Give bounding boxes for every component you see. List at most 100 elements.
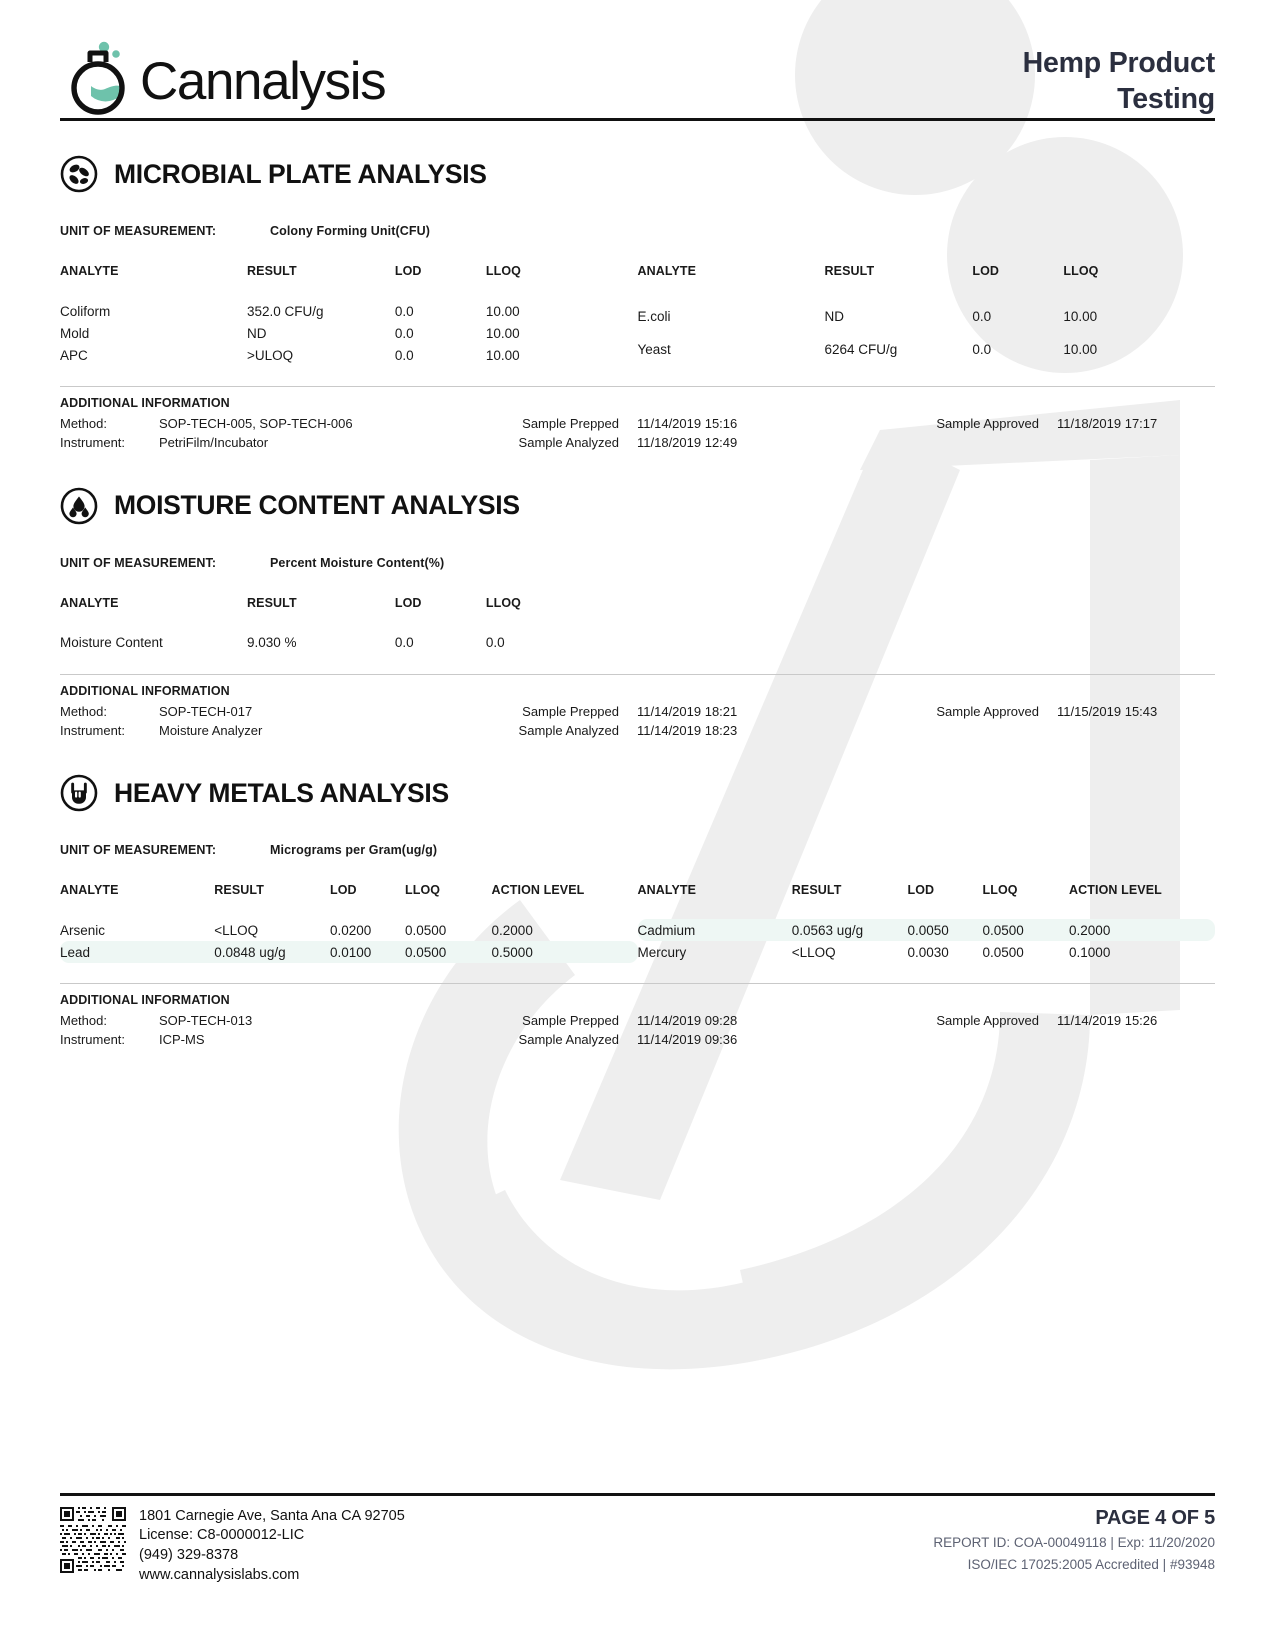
column-header: LLOQ <box>1063 264 1099 278</box>
analyte-name: Lead <box>60 941 215 964</box>
method-value: SOP-TECH-017 <box>159 703 253 719</box>
brand-name: Cannalysis <box>140 51 387 111</box>
analyte-name: Mercury <box>637 944 687 960</box>
header-divider <box>60 118 1215 121</box>
analyte-name: Arsenic <box>60 922 106 938</box>
unit-of-measurement-value: Colony Forming Unit(CFU) <box>270 224 431 238</box>
lloq-value: 10.00 <box>1063 342 1098 357</box>
analyte-name: APC <box>60 347 88 363</box>
column-header: ANALYTE <box>60 883 119 898</box>
sample-approved-value: 11/18/2019 17:17 <box>1057 416 1158 431</box>
instrument-label: Instrument: <box>60 722 126 738</box>
additional-information-row: Method: SOP-TECH-005, SOP-TECH-006 Sample … <box>60 415 1215 434</box>
lod-value: 0.0 <box>394 635 414 651</box>
result-value: 0.0848 ug/g <box>214 941 330 964</box>
lloq-value: 10.00 <box>485 303 520 319</box>
microbe-icon <box>60 155 98 193</box>
page-number: PAGE 4 OF 5 <box>1095 1506 1215 1529</box>
table-header-row: ANALYTE RESULT LOD LLOQ ACTION LEVEL <box>60 883 638 919</box>
spacer <box>859 434 1039 453</box>
column-header: LLOQ <box>485 595 521 610</box>
column-header <box>972 596 1063 618</box>
right-analyte-table: ANALYTE RESULT LOD LLOQ E.coli ND 0.0 10.00 Yeas… <box>638 264 1216 366</box>
footer-website[interactable]: www.cannalysislabs.com <box>139 1567 300 1584</box>
table-row: Arsenic <LLOQ 0.0200 0.0500 0.2000 <box>60 919 638 941</box>
result-value: >ULOQ <box>247 347 294 363</box>
spacer <box>859 722 1039 741</box>
additional-information-title: ADDITIONAL INFORMATION <box>60 683 230 698</box>
table-row: Yeast 6264 CFU/g 0.0 10.00 <box>638 333 1216 366</box>
analysis-section: MICROBIAL PLATE ANALYSIS UNIT OF MEASUREM… <box>60 155 1215 453</box>
additional-information-row: Instrument: Moisture Analyzer Sample Analy… <box>60 722 1215 741</box>
page-footer: 1801 Carnegie Ave, Santa Ana CA 92705 Li… <box>60 1492 1215 1586</box>
section-header: MICROBIAL PLATE ANALYSIS <box>60 155 1215 193</box>
sample-prepped-value: 11/14/2019 15:16 <box>637 416 738 431</box>
result-value: <LLOQ <box>791 944 836 960</box>
page-title-line2: Testing <box>1117 82 1215 115</box>
result-value: 0.0563 ug/g <box>791 919 908 942</box>
table-row: Moisture Content 9.030 % 0.0 0.0 <box>60 632 638 654</box>
instrument-value: ICP-MS <box>159 1032 205 1048</box>
additional-information: ADDITIONAL INFORMATION Method: SOP-TECH-01… <box>60 673 1215 741</box>
additional-information-grid: Method: SOP-TECH-005, SOP-TECH-006 Sample … <box>60 415 1215 453</box>
left-analyte-table: ANALYTE RESULT LOD LLOQ Coliform 352.0 CFU/g 0… <box>60 264 638 366</box>
instrument-value: PetriFilm/Incubator <box>159 434 269 450</box>
column-header: LOD <box>394 264 422 278</box>
section-title: MICROBIAL PLATE ANALYSIS <box>114 158 487 189</box>
column-header: LLOQ <box>982 883 1018 898</box>
lod-value: 0.0200 <box>329 922 372 938</box>
sample-prepped-label: Sample Prepped <box>522 416 619 431</box>
column-header: RESULT <box>247 264 297 278</box>
lod-value: 0.0 <box>394 325 414 341</box>
method-value: SOP-TECH-005, SOP-TECH-006 <box>159 416 353 431</box>
analyte-tables: ANALYTE RESULT LOD LLOQ ACTION LEVEL Arsenic <… <box>60 883 1216 964</box>
table-row: Lead 0.0848 ug/g 0.0100 0.0500 0.5000 <box>60 941 638 964</box>
column-header: ANALYTE <box>60 264 119 278</box>
sample-analyzed-value: 11/14/2019 18:23 <box>637 722 738 738</box>
column-header <box>638 596 825 618</box>
analysis-section: HEAVY METALS ANALYSIS UNIT OF MEASUREMENT… <box>60 774 1215 1050</box>
method-label: Method: <box>60 703 107 719</box>
water-drop-icon <box>60 487 98 524</box>
right-analyte-table <box>638 596 1216 654</box>
analyte-name: Mold <box>60 325 90 341</box>
report-meta: REPORT ID: COA-00049118 | Exp: 11/20/202… <box>933 1534 1215 1550</box>
table-row: Mercury <LLOQ 0.0030 0.0500 0.1000 <box>638 941 1216 963</box>
column-header: LOD <box>329 883 357 898</box>
result-value: 9.030 % <box>247 635 297 651</box>
instrument-label: Instrument: <box>60 434 126 450</box>
instrument-label: Instrument: <box>60 1032 126 1048</box>
column-header: LOD <box>394 595 422 610</box>
spacer <box>1039 722 1057 741</box>
spacer <box>1039 1031 1057 1050</box>
lloq-value: 0.0500 <box>405 941 492 964</box>
additional-information-row: Instrument: PetriFilm/Incubator Sample Ana… <box>60 434 1215 453</box>
sample-prepped-label: Sample Prepped <box>522 1013 619 1029</box>
lod-value: 0.0100 <box>329 941 406 964</box>
accreditation-meta: ISO/IEC 17025:2005 Accredited | #93948 <box>967 1557 1215 1573</box>
sample-prepped-value: 11/14/2019 18:21 <box>637 703 738 719</box>
lod-value: 0.0 <box>394 303 414 319</box>
table-row: APC >ULOQ 0.0 10.00 <box>60 344 638 366</box>
column-header: LOD <box>972 264 1000 278</box>
action-level-value: 0.5000 <box>491 941 638 964</box>
rock-hand-icon <box>60 775 98 812</box>
column-header <box>825 596 973 618</box>
lod-value: 0.0 <box>972 342 992 357</box>
column-header: RESULT <box>824 264 875 278</box>
page-title: Hemp Product Testing <box>1023 38 1216 118</box>
unit-of-measurement-label: UNIT OF MEASUREMENT: <box>60 224 217 238</box>
footer-address: 1801 Carnegie Ave, Santa Ana CA 92705 <box>139 1507 405 1524</box>
analyte-name: E.coli <box>637 309 671 324</box>
analyte-name: Yeast <box>637 342 671 357</box>
result-value: 6264 CFU/g <box>824 342 898 357</box>
footer-phone: (949) 329-8378 <box>139 1547 239 1564</box>
result-value: ND <box>824 309 845 324</box>
method-value: SOP-TECH-013 <box>159 1013 253 1029</box>
additional-information-row: Method: SOP-TECH-013 Sample Prepped 11/14/2… <box>60 1012 1215 1031</box>
result-value: 352.0 CFU/g <box>247 303 324 319</box>
right-analyte-table: ANALYTE RESULT LOD LLOQ ACTION LEVEL Cadmium 0… <box>637 883 1216 963</box>
sample-analyzed-label: Sample Analyzed <box>518 722 619 738</box>
unit-of-measurement-label: UNIT OF MEASUREMENT: <box>60 843 217 858</box>
lod-value: 0.0 <box>394 347 414 363</box>
